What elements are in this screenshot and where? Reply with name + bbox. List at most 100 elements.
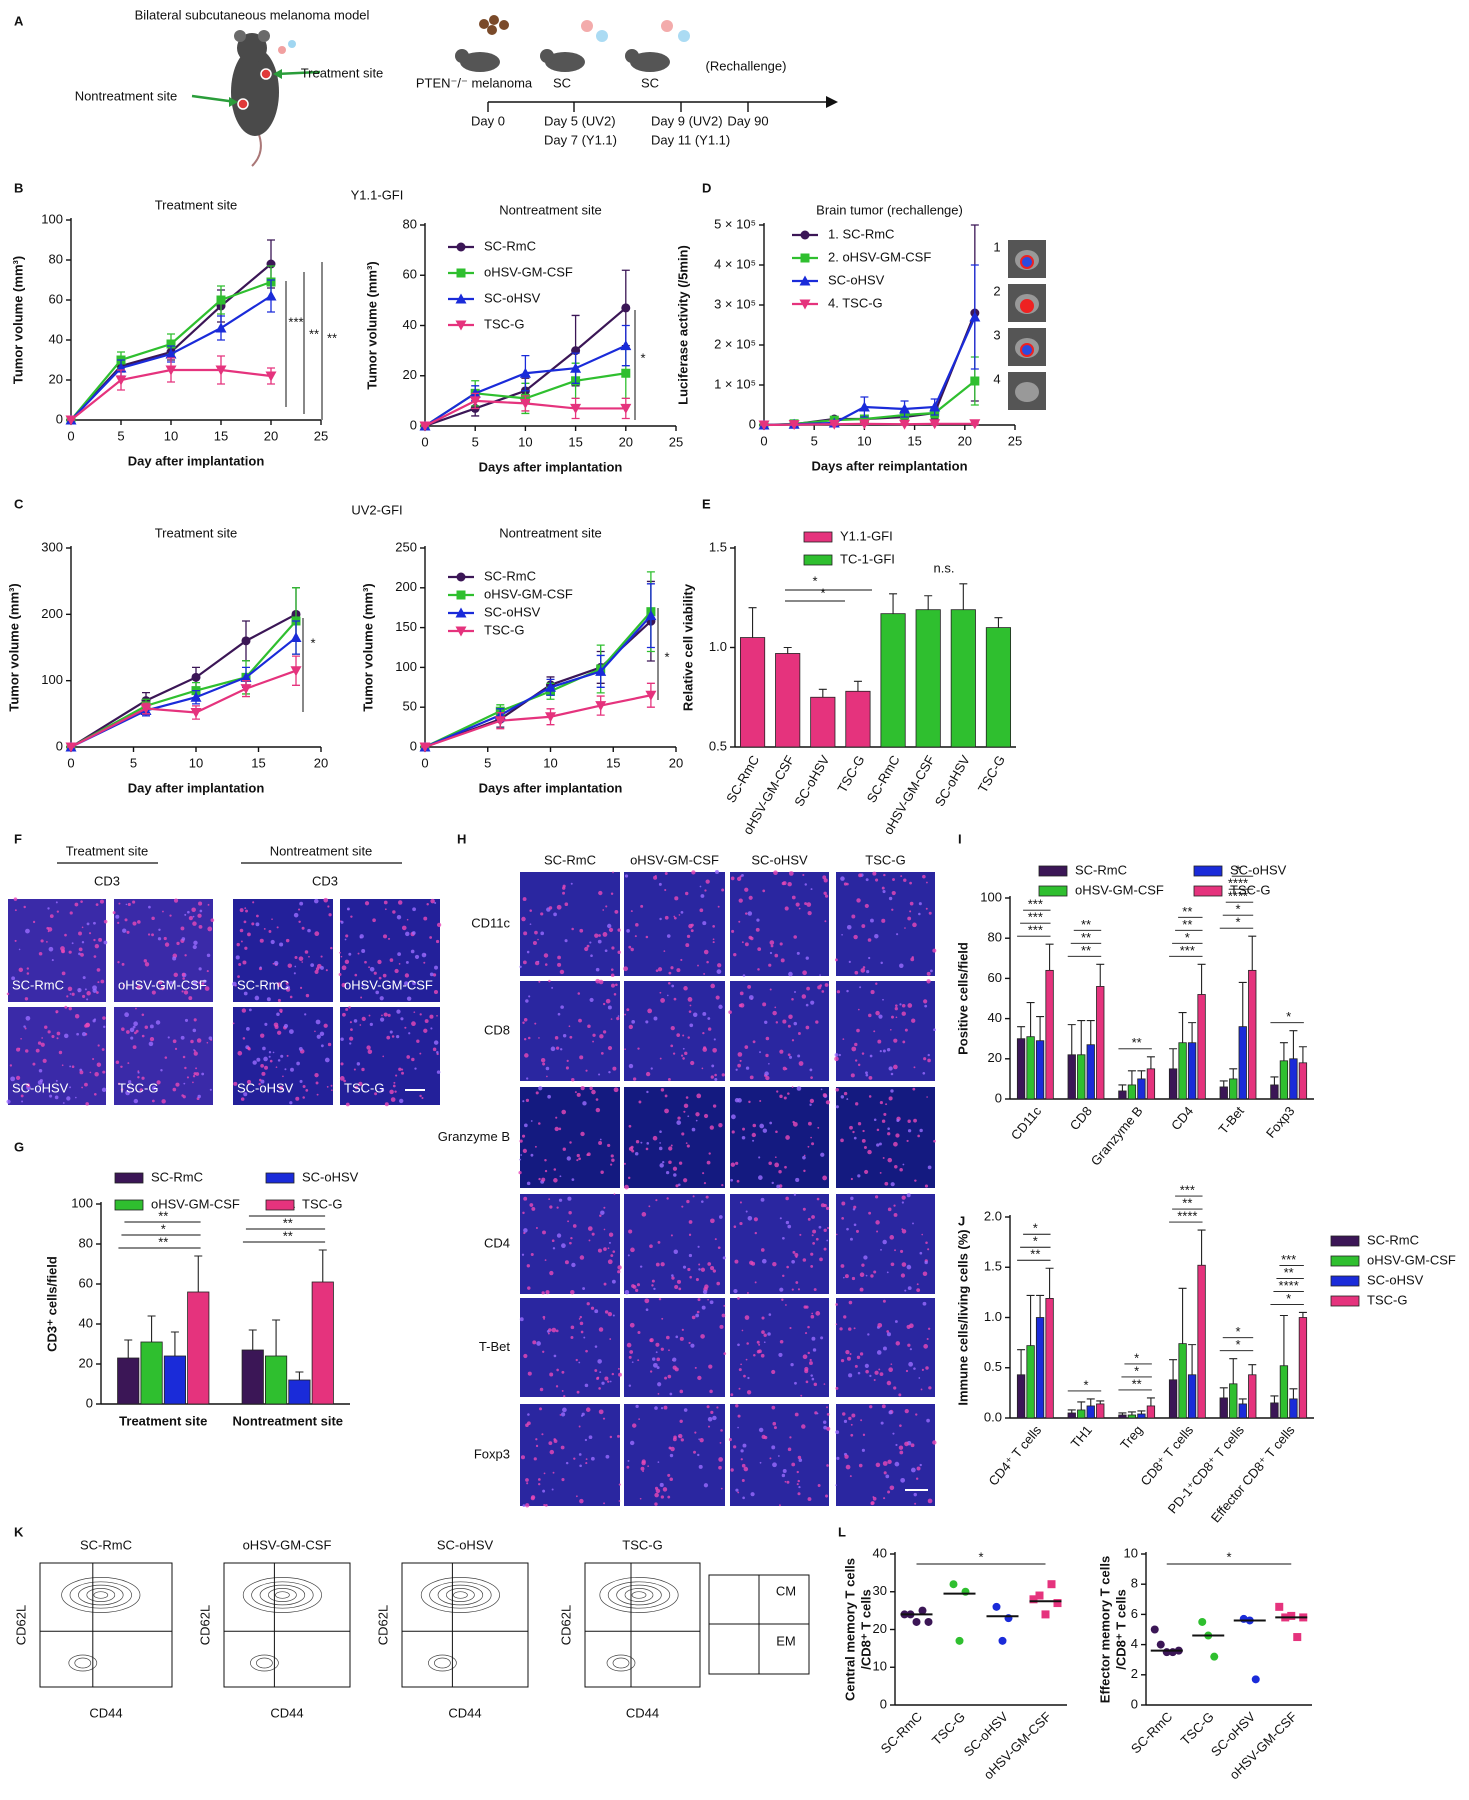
stain-dot bbox=[916, 1466, 921, 1471]
y-tick-label: 20 bbox=[49, 371, 63, 386]
y-tick-label: 0.5 bbox=[709, 738, 727, 753]
stain-dot bbox=[607, 1259, 613, 1265]
y-tick-label: 3 × 10⁵ bbox=[714, 296, 756, 311]
stain-dot bbox=[533, 1457, 537, 1461]
stain-dot bbox=[599, 1034, 604, 1039]
bar bbox=[1248, 1374, 1257, 1419]
stain-dot bbox=[613, 1087, 619, 1093]
stain-dot bbox=[904, 927, 906, 929]
y-tick-label: 20 bbox=[988, 1050, 1002, 1065]
micro-row-label: CD11c bbox=[471, 915, 510, 930]
stain-dot bbox=[653, 875, 658, 880]
stain-dot bbox=[824, 920, 827, 923]
stain-dot bbox=[26, 1083, 31, 1088]
stain-dot bbox=[58, 1050, 63, 1055]
bar bbox=[1270, 1402, 1279, 1419]
stain-dot bbox=[694, 1366, 697, 1369]
stain-dot bbox=[392, 1084, 396, 1088]
stain-dot bbox=[737, 1098, 742, 1103]
bar bbox=[1187, 1042, 1197, 1100]
legend-swatch bbox=[114, 1199, 144, 1211]
marker bbox=[65, 415, 77, 426]
x-tick-label: TSC-G bbox=[1178, 1709, 1217, 1748]
stain-dot bbox=[183, 1082, 186, 1085]
stain-dot bbox=[339, 1076, 345, 1081]
stain-dot bbox=[373, 971, 377, 975]
stain-dot bbox=[357, 952, 360, 955]
stain-dot bbox=[526, 1264, 531, 1268]
stain-dot bbox=[893, 1038, 898, 1043]
inset-label: 4 bbox=[993, 371, 1000, 386]
stain-dot bbox=[630, 1145, 634, 1149]
stain-dot bbox=[326, 1085, 329, 1088]
stain-dot bbox=[559, 969, 565, 975]
stain-dot bbox=[879, 1101, 883, 1105]
stain-dot bbox=[758, 1349, 762, 1354]
stain-dot bbox=[841, 933, 843, 936]
stain-dot bbox=[653, 1362, 658, 1368]
stain-dot bbox=[570, 1290, 575, 1295]
marker bbox=[899, 419, 911, 430]
stain-dot bbox=[82, 994, 86, 998]
stain-dot bbox=[875, 982, 878, 985]
stain-dot bbox=[81, 941, 85, 944]
x-tick-label: T-Bet bbox=[1215, 1103, 1247, 1137]
stain-dot bbox=[299, 901, 304, 906]
y-tick-label: 0 bbox=[410, 417, 417, 432]
stain-dot bbox=[327, 905, 330, 908]
stain-dot bbox=[596, 1376, 600, 1380]
stain-dot bbox=[198, 901, 203, 906]
marker bbox=[800, 253, 810, 263]
stain-dot bbox=[670, 1044, 674, 1048]
contour bbox=[275, 1591, 290, 1599]
stain-dot bbox=[759, 1051, 761, 1054]
stain-dot bbox=[859, 1352, 864, 1356]
stain-dot bbox=[712, 1415, 717, 1421]
stain-dot bbox=[896, 933, 899, 936]
stain-dot bbox=[718, 1457, 723, 1462]
sig-annotation: *** bbox=[288, 314, 303, 329]
stain-dot bbox=[151, 933, 154, 937]
stain-dot bbox=[637, 1331, 641, 1335]
stain-dot bbox=[433, 1040, 439, 1045]
x-tick-label: TH1 bbox=[1068, 1422, 1095, 1450]
contour bbox=[69, 1581, 132, 1609]
stain-dot bbox=[244, 946, 248, 950]
stain-dot bbox=[730, 1393, 734, 1397]
stain-dot bbox=[521, 1134, 526, 1138]
x-axis-label: Days after reimplantation bbox=[811, 458, 967, 473]
error-bar bbox=[272, 1319, 281, 1356]
x-tick-label: 25 bbox=[314, 428, 328, 443]
stain-dot bbox=[747, 1376, 750, 1380]
stain-dot bbox=[369, 966, 375, 972]
legend-label: oHSV-GM-CSF bbox=[151, 1196, 240, 1211]
contour bbox=[606, 1654, 636, 1672]
stain-dot bbox=[78, 931, 82, 936]
stain-dot bbox=[868, 1075, 873, 1080]
stain-dot bbox=[918, 1377, 921, 1379]
sig-annotation: *** bbox=[1180, 1183, 1195, 1198]
x-tick-label: 20 bbox=[264, 428, 278, 443]
stain-dot bbox=[264, 1065, 268, 1070]
stain-dot bbox=[411, 931, 416, 935]
stain-dot bbox=[893, 1213, 898, 1217]
stain-dot bbox=[361, 1067, 365, 1072]
stain-dot bbox=[93, 938, 96, 942]
stain-dot bbox=[657, 1240, 661, 1244]
stain-dot bbox=[626, 1008, 630, 1012]
sig-annotation: *** bbox=[1028, 923, 1043, 938]
stain-dot bbox=[909, 1348, 912, 1351]
stain-dot bbox=[343, 1079, 346, 1083]
series-line bbox=[424, 620, 652, 749]
stain-dot bbox=[874, 933, 879, 939]
stain-dot bbox=[378, 976, 382, 980]
stain-dot bbox=[577, 992, 581, 995]
stain-dot bbox=[580, 1330, 584, 1334]
stain-dot bbox=[804, 1332, 808, 1335]
stain-dot bbox=[760, 1353, 765, 1358]
stain-dot bbox=[893, 1386, 897, 1390]
timeline-day: Day 11 (Y1.1) bbox=[651, 132, 730, 147]
y-axis-label: Tumor volume (mm³) bbox=[10, 256, 25, 384]
stain-dot bbox=[891, 908, 894, 911]
micro-marker: CD3 bbox=[312, 873, 338, 888]
